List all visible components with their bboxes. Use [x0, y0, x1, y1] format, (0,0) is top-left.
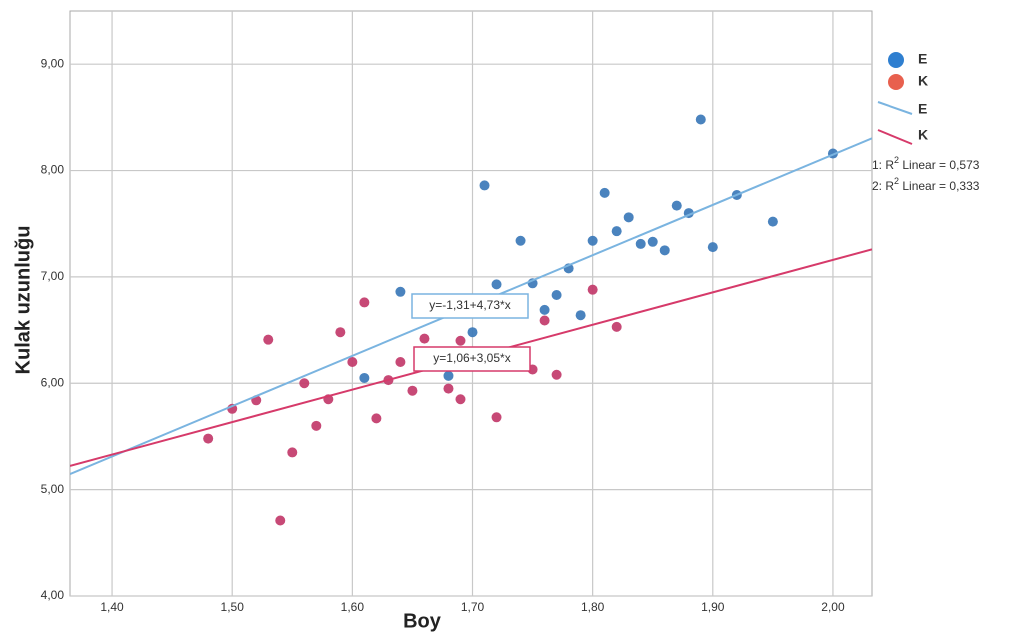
- y-tick-label: 6,00: [41, 375, 65, 389]
- point: [443, 383, 454, 394]
- point: [539, 304, 550, 315]
- point: [623, 212, 634, 223]
- point: [479, 180, 490, 191]
- point: [767, 216, 778, 227]
- legend-label: E: [918, 101, 927, 117]
- point: [647, 236, 658, 247]
- legend-line: [877, 129, 913, 145]
- point: [491, 279, 502, 290]
- r2-text: Linear = 0,573: [899, 158, 980, 172]
- point: [659, 245, 670, 256]
- point: [551, 369, 562, 380]
- legend-label: K: [918, 127, 928, 143]
- x-tick-label: 1,80: [581, 600, 605, 614]
- point: [359, 297, 370, 308]
- x-tick-label: 1,90: [701, 600, 725, 614]
- y-axis-title: Kulak uzunluğu: [12, 226, 34, 375]
- r2-prefix: 2: R: [872, 179, 894, 193]
- y-tick-label: 8,00: [41, 163, 65, 177]
- point: [491, 412, 502, 423]
- x-tick-label: 1,70: [461, 600, 485, 614]
- y-tick-label: 9,00: [41, 56, 65, 70]
- fit-label: y=1,06+3,05*x: [433, 351, 510, 365]
- fit-label-box: [411, 293, 529, 319]
- x-axis-title: Boy: [403, 610, 442, 632]
- point: [587, 284, 598, 295]
- point: [395, 286, 406, 297]
- point: [695, 114, 706, 125]
- legend-marker: [888, 74, 904, 90]
- point: [407, 385, 418, 396]
- fit-label-box: [413, 346, 531, 372]
- point: [203, 433, 214, 444]
- point: [575, 310, 586, 321]
- legend-label: K: [918, 73, 928, 89]
- point: [395, 357, 406, 367]
- point: [443, 370, 454, 381]
- x-tick-label: 2,00: [821, 600, 845, 614]
- point: [455, 394, 466, 405]
- point: [467, 327, 478, 338]
- fit-label: y=-1,31+4,73*x: [429, 298, 510, 312]
- r2-sup: 2: [894, 176, 899, 186]
- point: [707, 242, 718, 253]
- legend-label: E: [918, 51, 927, 67]
- point: [587, 235, 598, 246]
- point: [311, 420, 322, 431]
- point: [611, 226, 622, 237]
- point: [611, 321, 622, 332]
- x-tick-label: 1,50: [221, 600, 245, 614]
- r2-sup: 2: [894, 155, 899, 165]
- point: [671, 200, 682, 211]
- point: [551, 289, 562, 300]
- point: [419, 333, 430, 344]
- x-tick-label: 1,60: [341, 600, 365, 614]
- r2-prefix: 1: R: [872, 158, 894, 172]
- point: [263, 334, 274, 345]
- r2-label: 1: R2 Linear = 0,573: [872, 155, 980, 172]
- legend-line: [877, 101, 913, 115]
- y-tick-label: 5,00: [41, 482, 65, 496]
- x-tick-label: 1,40: [100, 600, 124, 614]
- point: [275, 515, 286, 526]
- r2-label: 2: R2 Linear = 0,333: [872, 176, 980, 193]
- point: [455, 335, 466, 346]
- point: [347, 357, 358, 367]
- r2-text: Linear = 0,333: [899, 179, 980, 193]
- y-tick-label: 7,00: [41, 269, 65, 283]
- point: [335, 327, 346, 338]
- legend-marker: [888, 52, 904, 68]
- point: [539, 315, 550, 326]
- point: [287, 447, 298, 458]
- point: [299, 378, 310, 389]
- point: [635, 238, 646, 249]
- y-tick-label: 4,00: [41, 588, 65, 602]
- point: [515, 235, 526, 246]
- point: [371, 413, 382, 424]
- point: [359, 372, 370, 383]
- point: [599, 187, 610, 198]
